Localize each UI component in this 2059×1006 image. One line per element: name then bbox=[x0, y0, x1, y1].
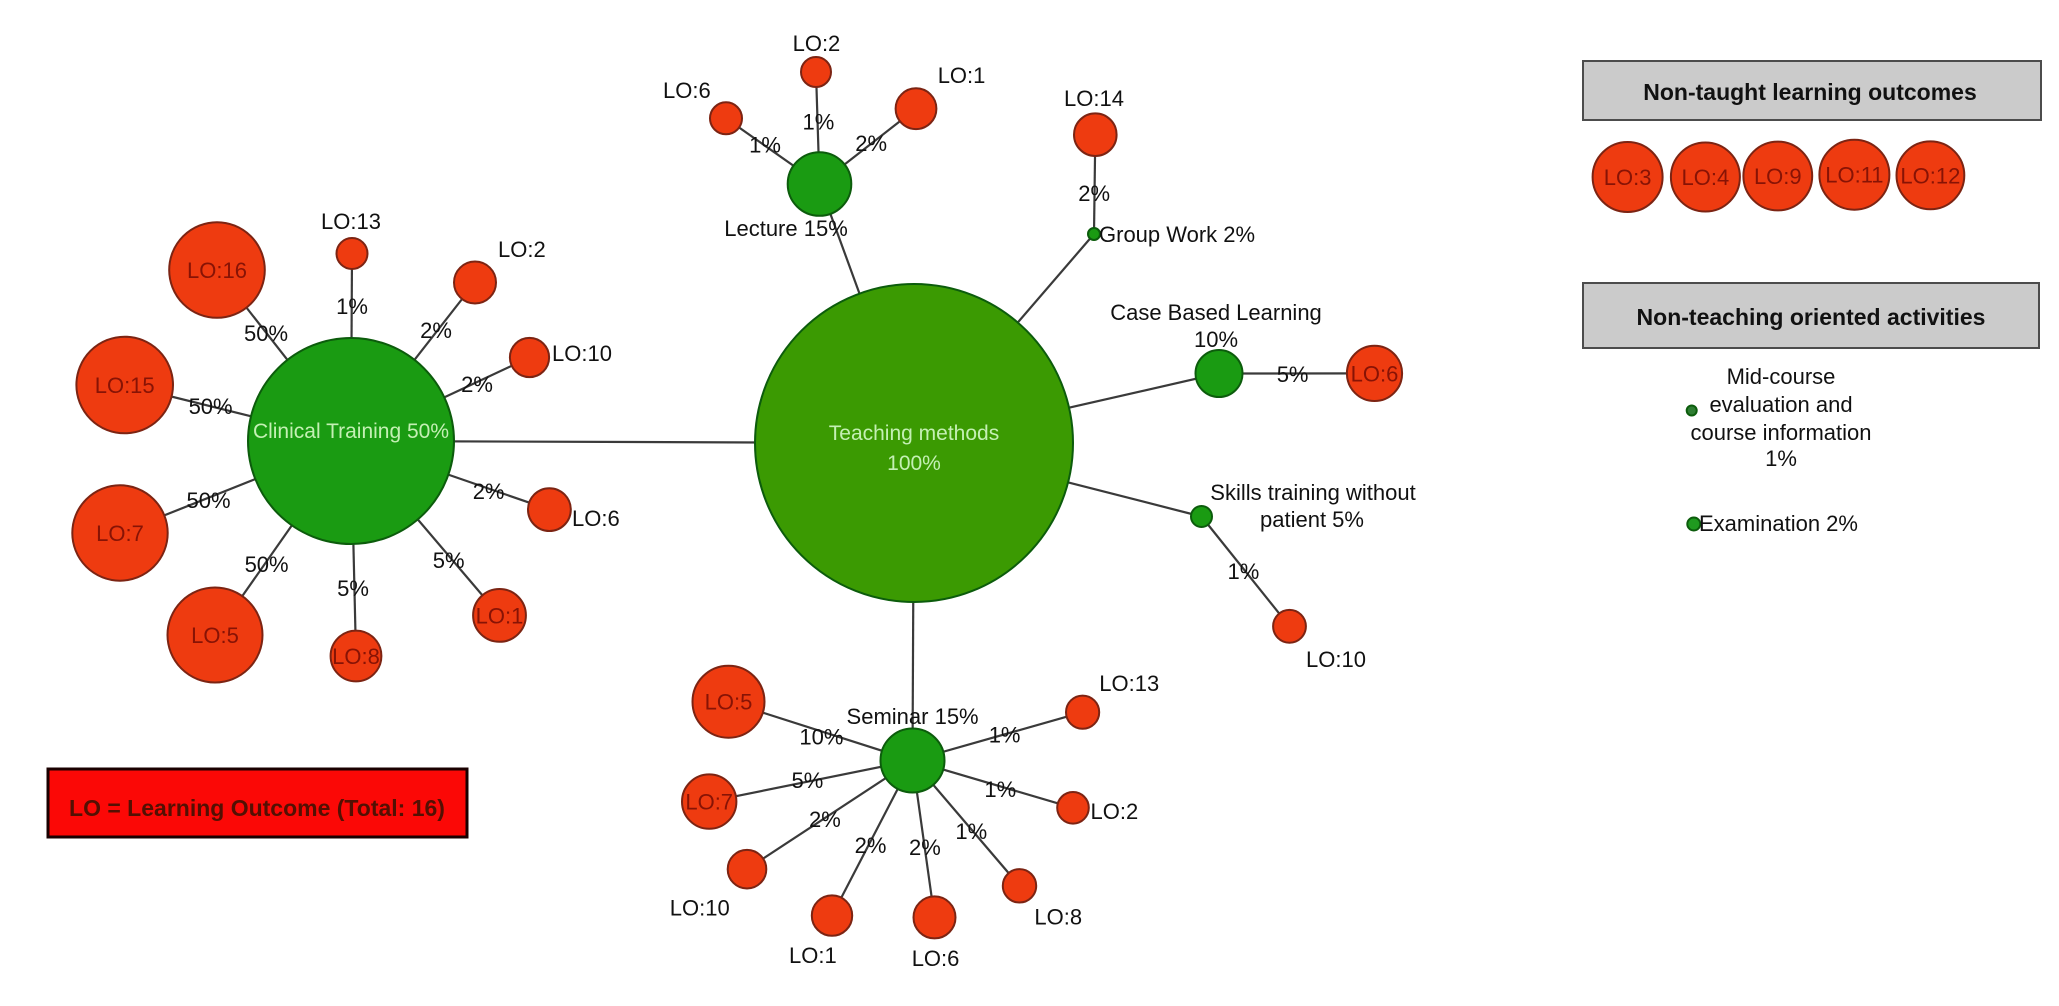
svg-text:LO:2: LO:2 bbox=[1091, 799, 1139, 824]
svg-text:Seminar 15%: Seminar 15% bbox=[847, 704, 979, 729]
svg-text:LO:5: LO:5 bbox=[191, 623, 239, 648]
svg-text:5%: 5% bbox=[337, 576, 369, 601]
svg-text:LO:1: LO:1 bbox=[476, 603, 524, 628]
svg-text:Case Based Learning: Case Based Learning bbox=[1110, 300, 1322, 325]
svg-text:2%: 2% bbox=[473, 479, 505, 504]
svg-text:LO:8: LO:8 bbox=[1034, 905, 1082, 930]
svg-text:10%: 10% bbox=[1194, 327, 1238, 352]
svg-text:2%: 2% bbox=[420, 318, 452, 343]
svg-text:2%: 2% bbox=[809, 807, 841, 832]
svg-text:LO:6: LO:6 bbox=[1351, 361, 1399, 386]
svg-text:LO:11: LO:11 bbox=[1825, 163, 1883, 188]
svg-text:LO:2: LO:2 bbox=[498, 237, 546, 262]
svg-text:LO:5: LO:5 bbox=[705, 690, 753, 715]
svg-text:evaluation and: evaluation and bbox=[1709, 392, 1852, 417]
svg-text:2%: 2% bbox=[909, 835, 941, 860]
svg-text:Non-teaching oriented activiti: Non-teaching oriented activities bbox=[1637, 304, 1986, 330]
svg-text:LO:16: LO:16 bbox=[187, 258, 247, 283]
svg-text:LO:10: LO:10 bbox=[552, 341, 612, 366]
svg-text:LO:1: LO:1 bbox=[789, 943, 837, 968]
svg-text:LO:6: LO:6 bbox=[572, 506, 620, 531]
svg-text:50%: 50% bbox=[186, 488, 230, 513]
svg-text:LO:1: LO:1 bbox=[938, 63, 986, 88]
svg-text:50%: 50% bbox=[245, 552, 289, 577]
svg-text:LO:9: LO:9 bbox=[1754, 164, 1802, 189]
svg-text:LO:12: LO:12 bbox=[1900, 163, 1960, 188]
svg-text:2%: 2% bbox=[461, 372, 493, 397]
svg-text:Non-taught learning outcomes: Non-taught learning outcomes bbox=[1643, 79, 1977, 105]
svg-text:LO:13: LO:13 bbox=[1099, 671, 1159, 696]
svg-text:LO:10: LO:10 bbox=[670, 896, 730, 921]
svg-text:1%: 1% bbox=[749, 133, 781, 158]
svg-text:LO:6: LO:6 bbox=[912, 946, 960, 971]
svg-text:2%: 2% bbox=[855, 131, 887, 156]
svg-text:1%: 1% bbox=[984, 777, 1016, 802]
svg-text:Mid-course: Mid-course bbox=[1727, 364, 1836, 389]
svg-text:LO:8: LO:8 bbox=[332, 644, 380, 669]
svg-text:LO:4: LO:4 bbox=[1682, 165, 1730, 190]
svg-text:LO:6: LO:6 bbox=[663, 78, 711, 103]
svg-text:10%: 10% bbox=[799, 724, 843, 749]
svg-text:LO:7: LO:7 bbox=[96, 521, 144, 546]
svg-text:1%: 1% bbox=[955, 819, 987, 844]
svg-text:Group Work 2%: Group Work 2% bbox=[1099, 222, 1255, 247]
svg-text:2%: 2% bbox=[1078, 181, 1110, 206]
svg-text:LO:3: LO:3 bbox=[1604, 165, 1652, 190]
svg-text:LO = Learning Outcome (Total:: LO = Learning Outcome (Total: 16) bbox=[69, 795, 445, 821]
svg-text:1%: 1% bbox=[336, 294, 368, 319]
svg-text:5%: 5% bbox=[433, 548, 465, 573]
svg-text:LO:14: LO:14 bbox=[1064, 86, 1124, 111]
svg-text:course information: course information bbox=[1691, 420, 1872, 445]
svg-text:100%: 100% bbox=[887, 452, 941, 475]
svg-text:LO:10: LO:10 bbox=[1306, 647, 1366, 672]
svg-text:1%: 1% bbox=[803, 110, 835, 135]
svg-text:LO:7: LO:7 bbox=[685, 790, 733, 815]
svg-text:Lecture 15%: Lecture 15% bbox=[724, 216, 848, 241]
svg-text:1%: 1% bbox=[1228, 559, 1260, 584]
svg-text:5%: 5% bbox=[792, 768, 824, 793]
svg-text:1%: 1% bbox=[989, 723, 1021, 748]
svg-text:LO:2: LO:2 bbox=[793, 31, 841, 56]
svg-text:Examination 2%: Examination 2% bbox=[1699, 511, 1858, 536]
svg-text:Clinical Training 50%: Clinical Training 50% bbox=[253, 420, 449, 443]
svg-text:2%: 2% bbox=[855, 833, 887, 858]
svg-text:patient 5%: patient 5% bbox=[1260, 507, 1364, 532]
svg-text:LO:13: LO:13 bbox=[321, 209, 381, 234]
svg-text:Teaching methods: Teaching methods bbox=[829, 422, 999, 445]
svg-text:5%: 5% bbox=[1277, 362, 1309, 387]
svg-text:50%: 50% bbox=[244, 321, 288, 346]
svg-text:1%: 1% bbox=[1765, 446, 1797, 471]
svg-text:50%: 50% bbox=[189, 394, 233, 419]
svg-text:LO:15: LO:15 bbox=[95, 373, 155, 398]
svg-text:Skills training without: Skills training without bbox=[1210, 480, 1415, 505]
